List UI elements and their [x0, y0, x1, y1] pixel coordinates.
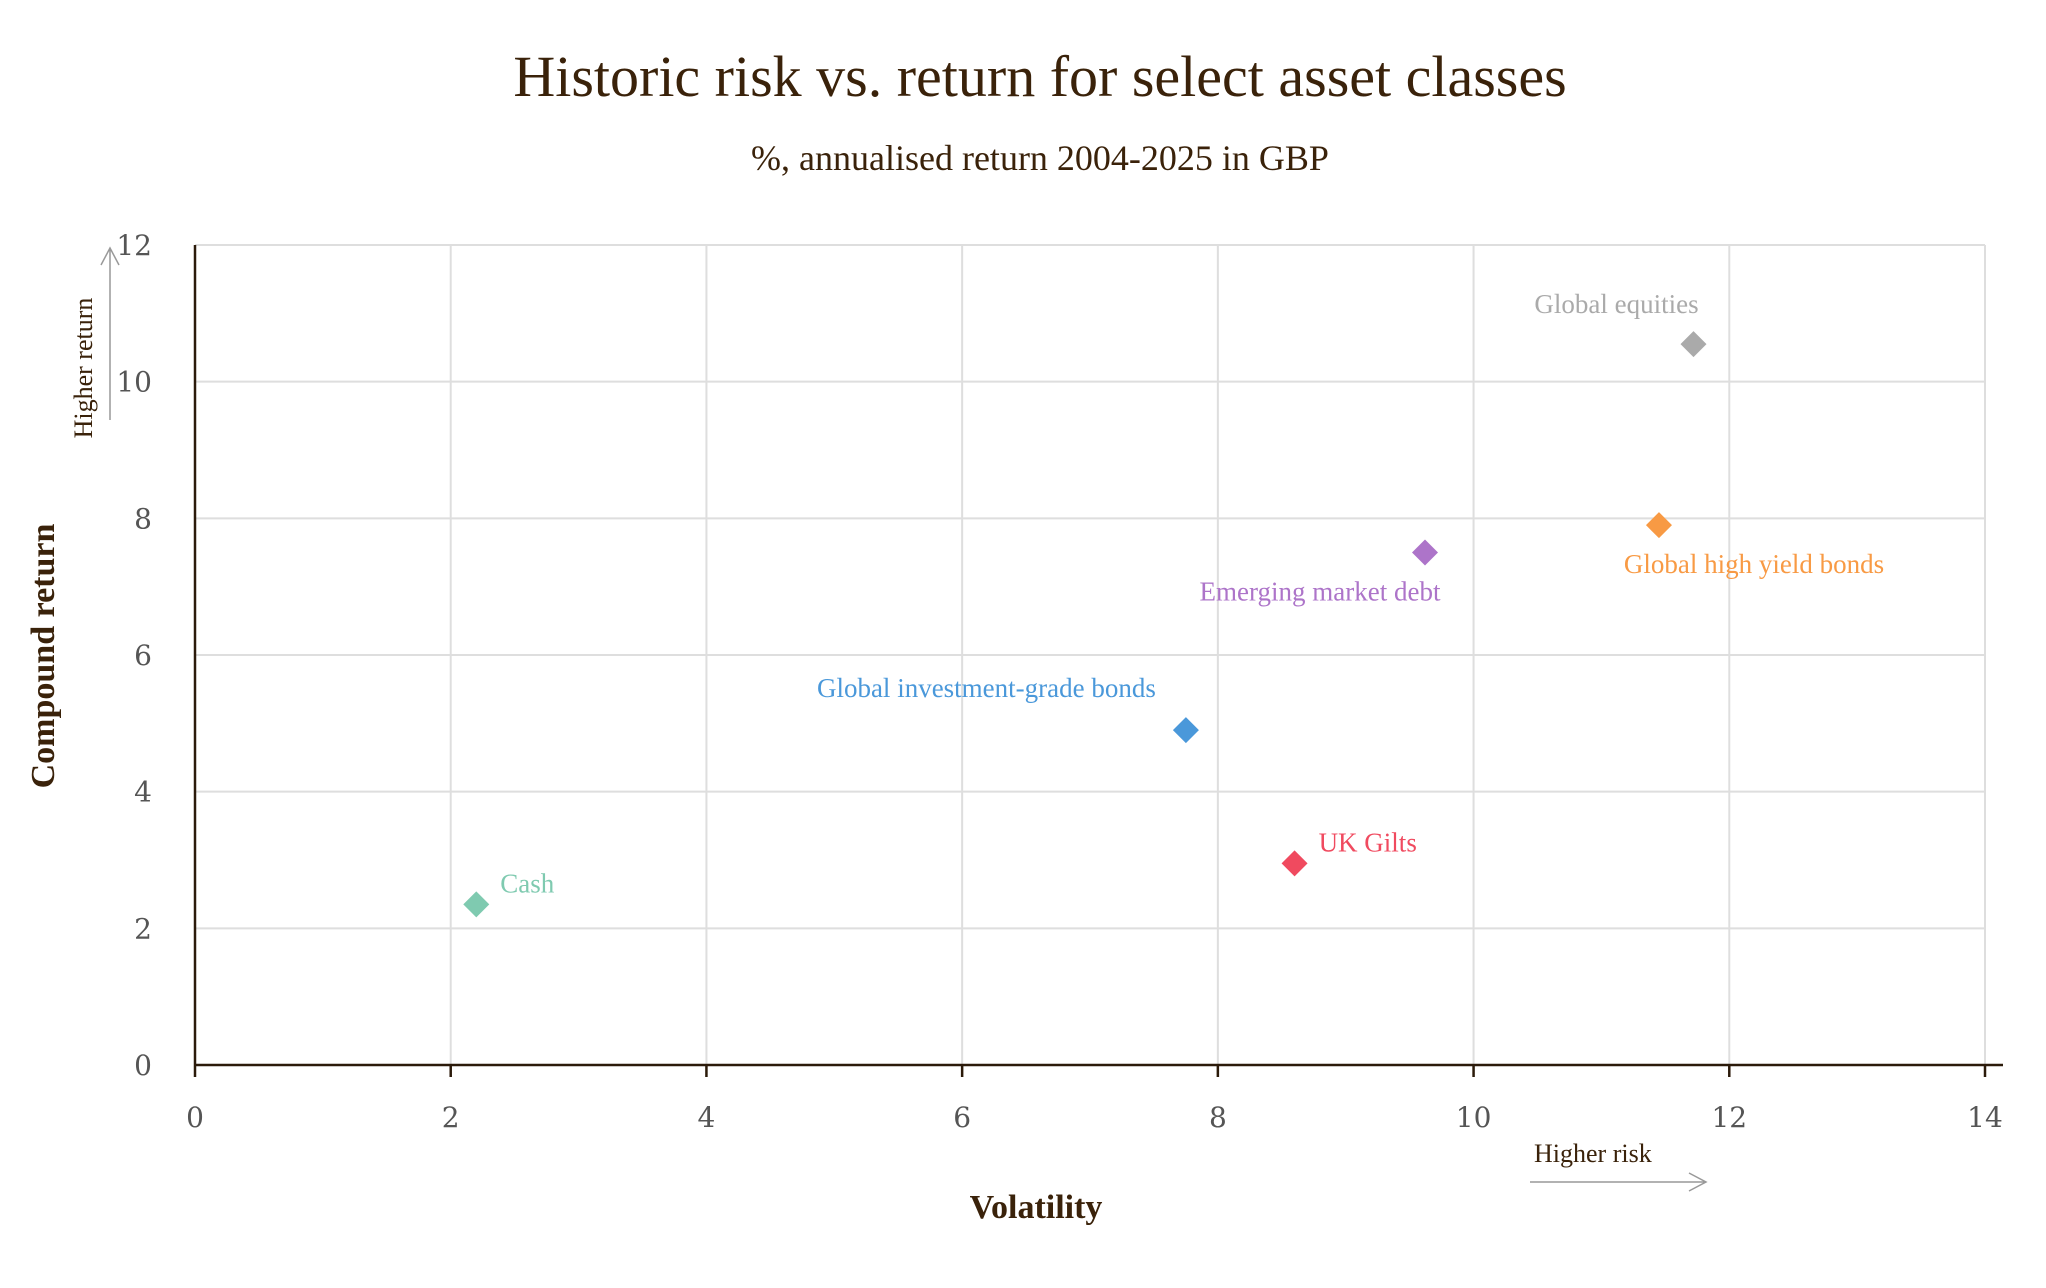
data-points: Cash UK Gilts Global investment-grade bond…: [463, 289, 1884, 918]
data-point-marker: [1411, 539, 1438, 566]
data-point-label: Emerging market debt: [1200, 577, 1441, 607]
y-tick-label: 0: [134, 1049, 152, 1082]
x-tick-label: 10: [1456, 1101, 1492, 1134]
data-point-label: Global equities: [1534, 289, 1698, 319]
right-arrow-icon: [1530, 1172, 1708, 1192]
higher-risk-annotation: Higher risk: [1530, 1139, 1708, 1192]
y-tick-label: 2: [134, 912, 152, 945]
x-axis-title: Volatility: [970, 1189, 1103, 1226]
data-point-marker: [1281, 850, 1308, 877]
data-point-marker: [1645, 512, 1672, 539]
axes: [193, 245, 2003, 1077]
y-tick-label: 4: [134, 776, 152, 809]
higher-return-label: Higher return: [69, 298, 98, 439]
data-point-label: Cash: [500, 868, 555, 898]
data-point-label: Global high yield bonds: [1624, 549, 1884, 579]
higher-risk-label: Higher risk: [1534, 1139, 1652, 1168]
data-point-label: UK Gilts: [1319, 827, 1417, 857]
chart-title: Historic risk vs. return for select asse…: [513, 44, 1566, 109]
up-arrow-icon: [100, 246, 120, 420]
y-tick-label: 10: [116, 366, 152, 399]
x-tick-label: 2: [442, 1101, 460, 1134]
higher-return-annotation: Higher return: [69, 246, 120, 439]
chart-subtitle: %, annualised return 2004-2025 in GBP: [751, 138, 1329, 178]
y-tick-label: 12: [116, 229, 152, 262]
y-tick-label: 8: [134, 502, 152, 535]
data-point-marker: [1172, 717, 1199, 744]
grid-lines: [195, 244, 1986, 1065]
x-tick-label: 4: [698, 1101, 716, 1134]
tick-labels: 0 2 4 6 8 10 12 14 0 2 4 6 8 10 12: [116, 229, 2002, 1134]
y-axis-title: Compound return: [25, 524, 62, 789]
data-point-marker: [463, 891, 490, 918]
x-tick-label: 14: [1967, 1101, 2003, 1134]
x-tick-label: 12: [1711, 1101, 1747, 1134]
data-point-marker: [1680, 331, 1707, 358]
x-tick-label: 6: [953, 1101, 971, 1134]
x-tick-label: 8: [1209, 1101, 1227, 1134]
data-point-label: Global investment-grade bonds: [817, 673, 1156, 703]
y-tick-label: 6: [134, 639, 152, 672]
x-tick-label: 0: [186, 1101, 204, 1134]
